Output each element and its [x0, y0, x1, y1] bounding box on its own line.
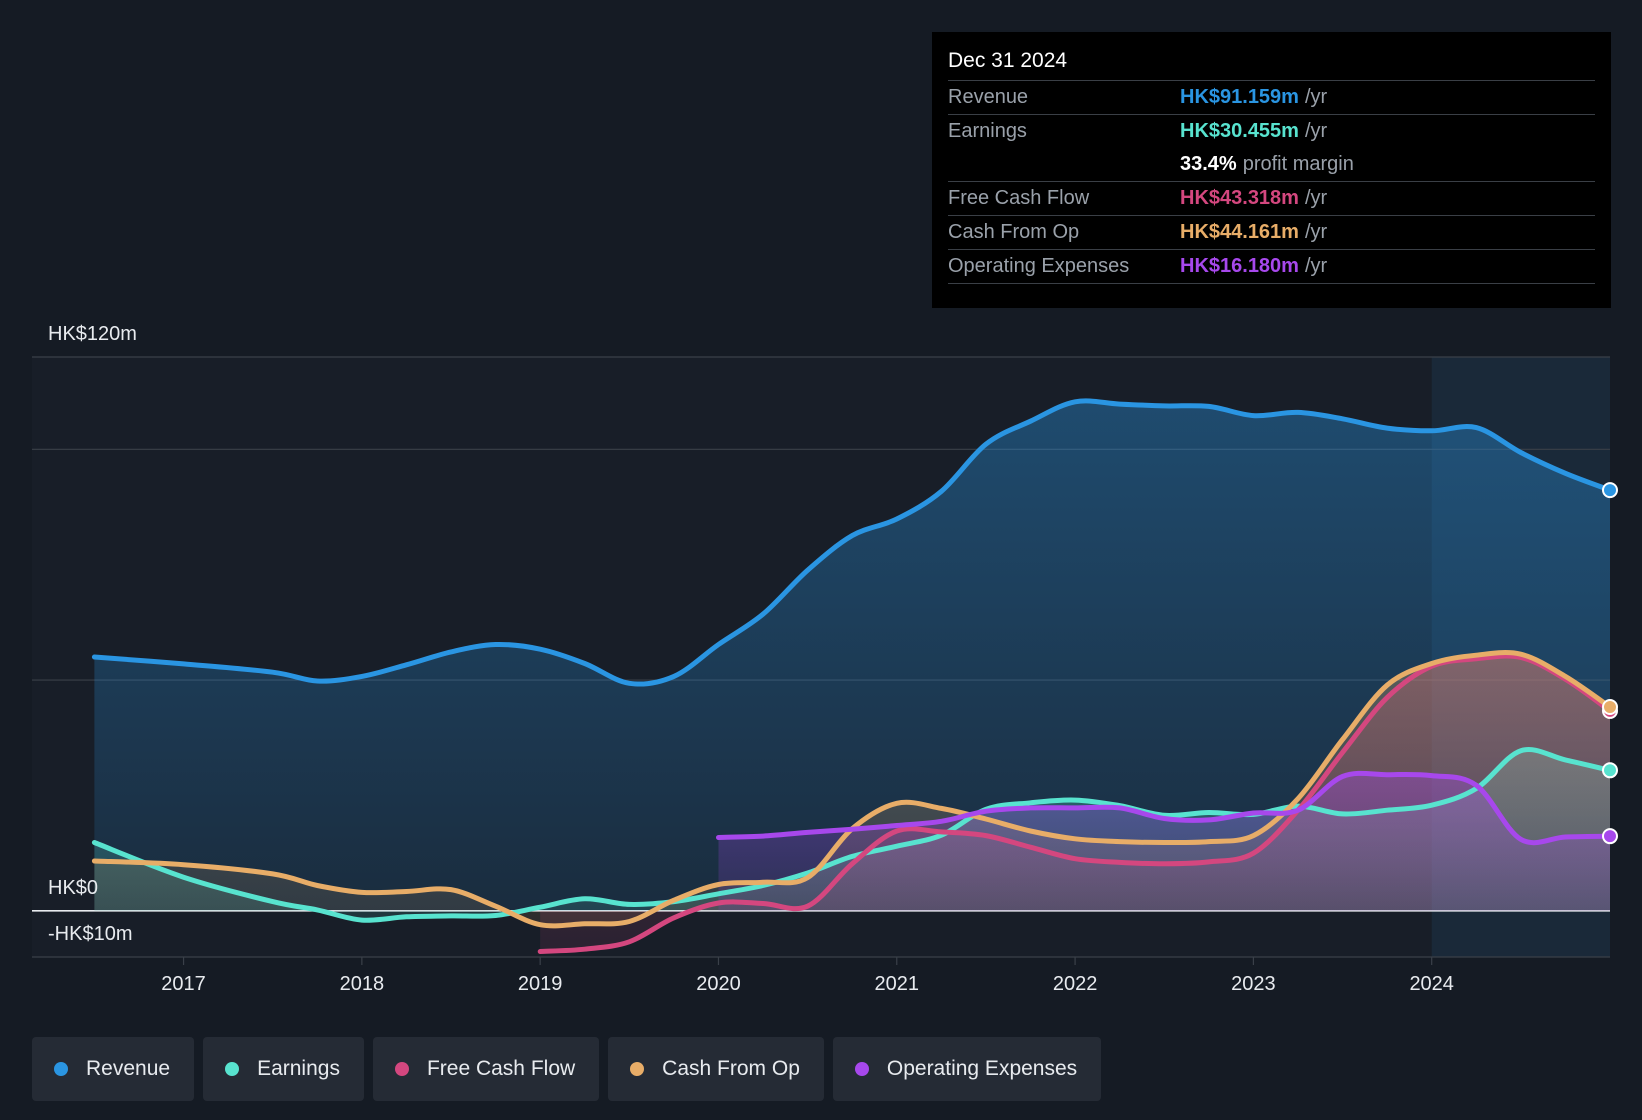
x-tick-label: 2020 [696, 973, 741, 995]
tooltip-label: Earnings [948, 120, 1027, 142]
cfo-end-point [1602, 699, 1618, 716]
revenue-line [91, 398, 1613, 687]
revenue-dot-icon [54, 1062, 68, 1076]
cash-from-op-dot-icon [630, 1062, 645, 1076]
x-tick-label: 2017 [161, 973, 206, 995]
tooltip-row-margin: 33.4% profit margin [948, 148, 1595, 181]
tooltip-label: Free Cash Flow [948, 187, 1090, 209]
tooltip-label: Revenue [948, 86, 1029, 108]
cfo-line [91, 650, 1613, 929]
earnings-end-point [1602, 762, 1618, 779]
operating-expenses-dot-icon [854, 1062, 869, 1076]
y-axis-bottom-label: -HK$10m [48, 923, 132, 945]
free-cash-flow-dot-icon [394, 1062, 409, 1076]
legend-item-earnings[interactable]: Earnings [203, 1037, 364, 1101]
legend-item-cash-from-op[interactable]: Cash From Op [608, 1037, 824, 1101]
tooltip-value: HK$91.159m [1180, 86, 1299, 108]
tooltip-value: HK$30.455m [1180, 120, 1299, 142]
chart-legend: Revenue Earnings Free Cash Flow Cash Fro… [32, 1037, 1102, 1101]
profit-margin-value: 33.4% [1180, 153, 1237, 175]
x-tick-label: 2019 [518, 973, 563, 995]
tooltip-label: Cash From Op [948, 221, 1080, 243]
legend-label: Free Cash Flow [426, 1057, 576, 1080]
series-lines [91, 398, 1613, 954]
legend-label: Revenue [86, 1057, 171, 1080]
earnings-dot-icon [225, 1062, 240, 1076]
x-tick-label: 2021 [875, 973, 920, 995]
legend-item-revenue[interactable]: Revenue [32, 1037, 195, 1101]
fcf-line [537, 653, 1613, 954]
legend-item-free-cash-flow[interactable]: Free Cash Flow [372, 1037, 600, 1101]
legend-label: Cash From Op [662, 1057, 800, 1080]
tooltip-unit: /yr [1304, 221, 1328, 243]
x-tick-label: 2024 [1409, 973, 1454, 995]
x-tick-label: 2018 [340, 973, 385, 995]
legend-label: Operating Expenses [886, 1057, 1078, 1080]
tooltip-row-opex: Operating Expenses HK$16.180m /yr [948, 249, 1595, 284]
tooltip-unit: /yr [1304, 120, 1328, 142]
tooltip-row-fcf: Free Cash Flow HK$43.318m /yr [948, 181, 1595, 215]
opex-line [716, 770, 1613, 846]
tooltip-value: HK$44.161m [1180, 221, 1299, 243]
tooltip-value: HK$43.318m [1180, 187, 1299, 209]
revenue-end-point [1602, 482, 1618, 499]
y-axis-top-label: HK$120m [48, 323, 137, 345]
tooltip-unit: /yr [1304, 255, 1328, 277]
series-end-dots [1602, 482, 1618, 845]
tooltip-value: HK$16.180m [1180, 255, 1299, 277]
legend-label: Earnings [257, 1057, 340, 1080]
x-tick-label: 2022 [1053, 973, 1098, 995]
tooltip-row-cfo: Cash From Op HK$44.161m /yr [948, 215, 1595, 249]
tooltip-date: Dec 31 2024 [948, 49, 1068, 72]
tooltip-row-earnings: Earnings HK$30.455m /yr [948, 114, 1595, 148]
y-axis-zero-label: HK$0 [48, 877, 98, 899]
data-tooltip: Dec 31 2024 Revenue HK$91.159m /yr Earni… [932, 32, 1611, 308]
profit-margin-label: profit margin [1242, 153, 1354, 175]
tooltip-unit: /yr [1304, 187, 1328, 209]
tooltip-label: Operating Expenses [948, 255, 1130, 277]
x-axis-ticks: 2017 2018 2019 2020 2021 2022 2023 2024 [161, 957, 1454, 995]
opex-end-point [1602, 828, 1618, 845]
earnings-line [91, 747, 1613, 923]
x-tick-label: 2023 [1231, 973, 1276, 995]
tooltip-unit: /yr [1304, 86, 1328, 108]
legend-item-operating-expenses[interactable]: Operating Expenses [832, 1037, 1102, 1101]
tooltip-row-revenue: Revenue HK$91.159m /yr [948, 80, 1595, 114]
revenue-area [94, 400, 1610, 911]
